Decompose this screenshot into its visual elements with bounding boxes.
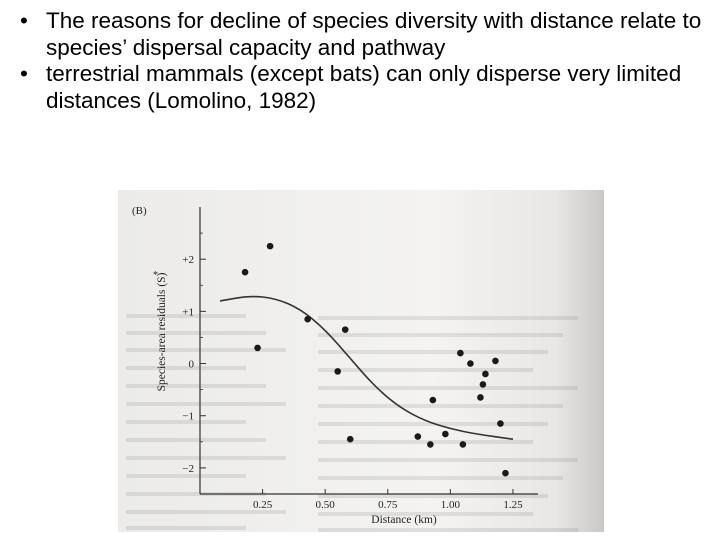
bleed-through-line — [318, 386, 578, 390]
panel-label: (B) — [132, 205, 147, 217]
data-point — [414, 433, 422, 440]
bleed-through-line — [318, 440, 533, 444]
bleed-through-line — [126, 510, 286, 514]
data-point — [266, 242, 274, 250]
data-point — [346, 435, 354, 443]
bleed-through-line — [126, 420, 246, 424]
data-point — [482, 370, 489, 378]
x-tick-label: 0.25 — [253, 499, 273, 511]
x-tick-label: 1.00 — [441, 499, 461, 511]
data-point — [479, 381, 487, 388]
y-tick-label: −2 — [182, 463, 194, 475]
y-tick-label: +2 — [182, 254, 194, 266]
bleed-through-line — [126, 348, 286, 352]
y-tick-label: −1 — [182, 411, 194, 423]
data-point — [457, 349, 464, 357]
y-tick-label: +1 — [182, 306, 194, 318]
data-point — [467, 360, 474, 367]
data-point — [497, 420, 504, 427]
bleed-through-line — [318, 404, 563, 408]
data-points — [241, 242, 509, 477]
data-point — [427, 441, 434, 448]
bleed-through-line — [318, 512, 533, 516]
bullet-text: The reasons for decline of species diver… — [46, 8, 702, 60]
bullet-list: • The reasons for decline of species div… — [18, 8, 708, 114]
chart-ticks: +2 +1 0 −1 −2 0.25 0.50 0.75 1.00 1.25 — [182, 232, 523, 511]
data-point — [502, 469, 509, 477]
x-tick-label: 0.75 — [378, 499, 398, 511]
paper-background — [118, 190, 604, 532]
bullet-marker: • — [20, 8, 28, 33]
data-point — [254, 344, 261, 352]
bleed-through-line — [318, 350, 548, 354]
x-tick-label: 0.50 — [316, 499, 336, 511]
data-point — [477, 394, 484, 401]
data-point — [334, 368, 342, 375]
data-point — [304, 315, 311, 323]
y-axis-label-marker: * — [153, 270, 158, 281]
bleed-through-line — [126, 492, 266, 496]
bullet-marker: • — [20, 61, 28, 86]
bleed-through-line — [126, 366, 246, 370]
y-tick-label: 0 — [189, 359, 195, 371]
bleed-through-line — [126, 438, 266, 442]
bleed-through-texture — [126, 314, 578, 532]
x-axis-label: Distance (km) — [371, 514, 437, 526]
bleed-through-line — [318, 528, 578, 532]
data-point — [241, 268, 249, 276]
bullet-item-2: • terrestrial mammals (except bats) can … — [18, 61, 708, 114]
figure-scan: +2 +1 0 −1 −2 0.25 0.50 0.75 1.00 1.25 (B) Distan… — [118, 190, 604, 532]
y-axis-label: Species-area residuals (S) — [156, 272, 168, 391]
bleed-through-line — [318, 333, 563, 337]
bleed-through-line — [126, 331, 266, 335]
bleed-through-line — [318, 458, 578, 462]
bullet-item-1: • The reasons for decline of species div… — [18, 8, 708, 61]
bleed-through-line — [126, 526, 246, 530]
data-point — [429, 396, 437, 404]
fit-curve — [219, 295, 514, 440]
bleed-through-line — [318, 316, 578, 320]
bleed-through-line — [126, 474, 246, 478]
data-point — [442, 430, 449, 438]
data-point — [341, 326, 349, 333]
bleed-through-line — [126, 402, 286, 406]
chart-axes — [199, 207, 538, 495]
data-point — [492, 357, 499, 365]
bleed-through-line — [126, 314, 246, 318]
bleed-through-line — [126, 384, 266, 388]
bullet-text: terrestrial mammals (except bats) can on… — [46, 61, 682, 113]
bleed-through-line — [126, 456, 286, 460]
x-tick-label: 1.25 — [503, 499, 523, 511]
data-point — [459, 441, 467, 448]
bleed-through-line — [318, 368, 533, 372]
bleed-through-line — [318, 494, 548, 498]
bleed-through-line — [318, 476, 563, 480]
scatter-chart: +2 +1 0 −1 −2 0.25 0.50 0.75 1.00 1.25 (B) Distan… — [118, 190, 604, 532]
